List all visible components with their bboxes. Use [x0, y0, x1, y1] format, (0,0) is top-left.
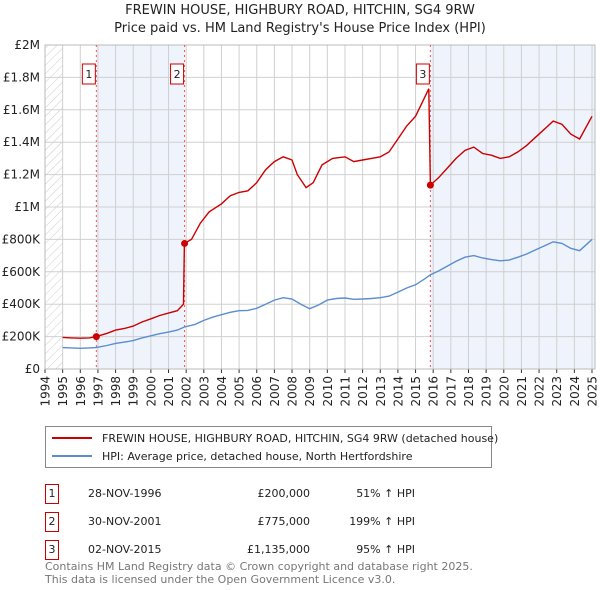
y-tick-label: £1.6M: [3, 103, 40, 117]
price-paid-line: [62, 88, 593, 339]
y-tick-label: £600K: [2, 265, 42, 279]
sale-point: [181, 239, 189, 247]
legend: FREWIN HOUSE, HIGHBURY ROAD, HITCHIN, SG…: [45, 426, 498, 468]
sale-hpi: 51% ↑ HPI: [356, 487, 415, 500]
sale-price: £775,000: [257, 515, 311, 528]
hpi-line: [62, 238, 593, 350]
sale-hpi: 95% ↑ HPI: [356, 543, 415, 556]
x-tick-label: 2001: [162, 376, 176, 407]
legend-item-property: FREWIN HOUSE, HIGHBURY ROAD, HITCHIN, SG…: [52, 429, 498, 447]
legend-label: FREWIN HOUSE, HIGHBURY ROAD, HITCHIN, SG…: [102, 431, 499, 445]
x-tick-label: 2022: [533, 376, 547, 407]
x-tick-label: 2024: [568, 376, 582, 407]
x-tick-label: 1997: [91, 376, 105, 407]
x-tick-label: 2018: [462, 376, 476, 407]
x-tick-label: 2016: [427, 376, 441, 407]
x-tick-label: 2025: [586, 376, 600, 407]
legend-item-hpi: HPI: Average price, detached house, Nort…: [52, 447, 412, 465]
sale-price: £200,000: [257, 487, 311, 500]
sale-marker: 1: [45, 484, 59, 504]
x-tick-label: 2011: [338, 376, 352, 407]
sale-point: [92, 333, 100, 341]
sale-date: 30-NOV-2001: [88, 515, 162, 528]
x-tick-label: 2019: [480, 376, 494, 407]
y-tick-label: £0: [25, 362, 40, 376]
x-tick-label: 2000: [144, 376, 158, 407]
legend-swatch: [52, 437, 92, 439]
x-tick-label: 2020: [497, 376, 511, 407]
y-tick-label: £400K: [2, 297, 42, 311]
footer-notice: Contains HM Land Registry data © Crown c…: [45, 560, 473, 586]
x-tick-label: 2013: [374, 376, 388, 407]
y-tick-label: £800K: [2, 232, 42, 246]
y-tick-label: £1M: [14, 200, 40, 214]
sale-label: 2: [174, 68, 181, 81]
x-tick-label: 2017: [444, 376, 458, 407]
sale-row: 2 30-NOV-2001 £775,000 199% ↑ HPI: [45, 512, 445, 532]
x-tick-label: 1999: [127, 376, 141, 407]
sale-point: [426, 181, 434, 189]
legend-swatch: [52, 455, 92, 457]
legend-label: HPI: Average price, detached house, Nort…: [102, 449, 413, 463]
x-tick-label: 2008: [286, 376, 300, 407]
y-tick-label: £200K: [2, 330, 42, 344]
x-tick-label: 2021: [515, 376, 529, 407]
x-tick-label: 2014: [391, 376, 405, 407]
x-tick-label: 2015: [409, 376, 423, 407]
sale-label: 3: [419, 68, 426, 81]
x-tick-label: 2010: [321, 376, 335, 407]
sale-label-box: [81, 63, 96, 85]
x-tick-label: 2006: [250, 376, 264, 407]
x-tick-label: 2004: [215, 376, 229, 407]
x-tick-label: 2002: [180, 376, 194, 407]
x-tick-label: 1995: [56, 376, 70, 407]
x-tick-label: 2003: [197, 376, 211, 407]
x-tick-label: 2007: [268, 376, 282, 407]
footer-line-1: Contains HM Land Registry data © Crown c…: [45, 560, 473, 573]
sale-price: £1,135,000: [247, 543, 310, 556]
sale-marker: 3: [45, 540, 59, 560]
footer-line-2: This data is licensed under the Open Gov…: [45, 573, 396, 586]
y-tick-label: £1.4M: [3, 135, 40, 149]
x-tick-label: 1998: [109, 376, 123, 407]
sale-row: 1 28-NOV-1996 £200,000 51% ↑ HPI: [45, 484, 445, 504]
x-tick-label: 1996: [74, 376, 88, 407]
sale-hpi: 199% ↑ HPI: [349, 515, 415, 528]
sale-label-box: [415, 63, 430, 85]
x-tick-label: 2012: [356, 376, 370, 407]
y-tick-label: £1.2M: [3, 168, 40, 182]
plot-area: 1994 1995 1996 1997 1998 1999 2000 2001 2002 2003…: [2, 38, 600, 407]
sale-marker: 2: [45, 512, 59, 532]
plot-border: [44, 44, 596, 370]
chart-title: FREWIN HOUSE, HIGHBURY ROAD, HITCHIN, SG…: [125, 3, 475, 18]
y-tick-label: £2M: [14, 38, 40, 52]
x-tick-label: 2009: [303, 376, 317, 407]
sale-row: 3 02-NOV-2015 £1,135,000 95% ↑ HPI: [45, 540, 445, 560]
x-tick-label: 2005: [233, 376, 247, 407]
x-tick-label: 1994: [39, 376, 53, 407]
y-tick-label: £1.8M: [3, 70, 40, 84]
sale-date: 28-NOV-1996: [88, 487, 162, 500]
sale-label: 1: [85, 68, 92, 81]
sale-label-box: [170, 63, 185, 85]
x-tick-label: 2023: [550, 376, 564, 407]
sale-date: 02-NOV-2015: [88, 543, 162, 556]
chart-subtitle: Price paid vs. HM Land Registry's House …: [114, 21, 486, 36]
